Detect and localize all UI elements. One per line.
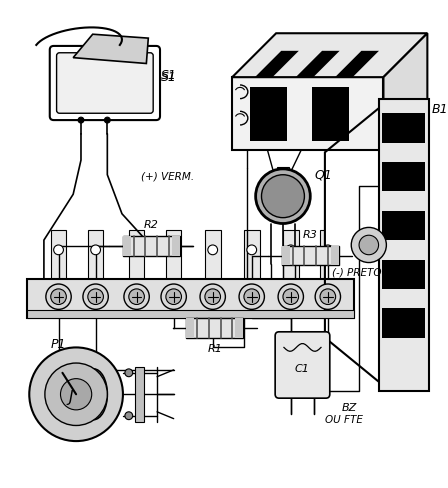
Text: R2: R2 (144, 221, 159, 230)
Bar (244, 230, 259, 281)
Text: R3: R3 (303, 230, 318, 240)
Bar (172, 236, 180, 256)
Circle shape (247, 245, 257, 255)
Bar (383, 113, 426, 142)
Circle shape (88, 289, 103, 305)
Circle shape (132, 245, 142, 255)
Circle shape (262, 175, 305, 218)
Circle shape (351, 227, 386, 263)
Bar (135, 367, 144, 422)
Bar (186, 318, 194, 338)
FancyBboxPatch shape (275, 332, 330, 398)
Bar (379, 99, 429, 391)
FancyBboxPatch shape (56, 53, 153, 113)
Text: B1: B1 (431, 103, 448, 116)
Circle shape (125, 412, 133, 420)
Circle shape (161, 284, 186, 309)
Circle shape (45, 363, 108, 426)
Bar (129, 230, 144, 281)
Polygon shape (325, 108, 379, 382)
Circle shape (320, 289, 336, 305)
Bar (235, 318, 243, 338)
Circle shape (124, 284, 149, 309)
Bar (186, 318, 243, 338)
Bar (383, 260, 426, 289)
Bar (51, 230, 66, 281)
Bar (232, 77, 383, 150)
Polygon shape (73, 34, 148, 63)
Circle shape (78, 117, 84, 123)
Bar (250, 87, 287, 141)
Bar (27, 310, 354, 318)
Circle shape (208, 245, 218, 255)
Text: C1: C1 (295, 364, 310, 374)
Circle shape (91, 245, 100, 255)
Text: P1: P1 (51, 338, 66, 351)
FancyBboxPatch shape (50, 46, 160, 120)
Circle shape (54, 245, 64, 255)
Bar (123, 236, 180, 256)
Bar (320, 230, 336, 281)
Circle shape (29, 347, 123, 441)
Text: (-) PRETO: (-) PRETO (332, 267, 381, 277)
Text: J: J (68, 390, 73, 405)
Circle shape (283, 289, 298, 305)
Bar (331, 246, 339, 265)
Text: OU FTE: OU FTE (324, 415, 362, 425)
Circle shape (169, 245, 179, 255)
Bar (205, 230, 220, 281)
Circle shape (205, 289, 220, 305)
Polygon shape (296, 51, 340, 77)
Polygon shape (335, 51, 379, 77)
Circle shape (323, 245, 333, 255)
Circle shape (46, 284, 71, 309)
Bar (383, 211, 426, 240)
Text: (+) VERM.: (+) VERM. (142, 172, 194, 182)
Bar (391, 131, 407, 141)
Bar (283, 230, 298, 281)
Bar (123, 236, 131, 256)
Text: BZ: BZ (342, 403, 357, 413)
Circle shape (125, 369, 133, 377)
Circle shape (359, 235, 379, 255)
Bar (88, 230, 103, 281)
Circle shape (286, 245, 296, 255)
Text: Q1: Q1 (314, 169, 332, 182)
Bar (383, 162, 426, 191)
Bar (27, 279, 354, 318)
Circle shape (51, 289, 66, 305)
Bar (277, 167, 289, 175)
Circle shape (244, 289, 259, 305)
Circle shape (83, 284, 108, 309)
Polygon shape (232, 33, 427, 77)
Bar (312, 87, 349, 141)
Circle shape (256, 169, 310, 224)
Circle shape (104, 117, 110, 123)
Circle shape (129, 289, 144, 305)
Circle shape (200, 284, 225, 309)
Text: R1: R1 (207, 344, 222, 353)
Bar (166, 230, 181, 281)
Text: S1: S1 (161, 71, 177, 84)
Polygon shape (383, 33, 427, 150)
Circle shape (166, 289, 181, 305)
Circle shape (278, 284, 303, 309)
Bar (282, 246, 339, 265)
Polygon shape (255, 51, 299, 77)
Ellipse shape (80, 369, 108, 420)
Bar (282, 246, 290, 265)
Circle shape (315, 284, 340, 309)
Text: S1: S1 (161, 69, 177, 82)
Bar (383, 308, 426, 338)
Circle shape (239, 284, 264, 309)
Circle shape (60, 379, 92, 410)
